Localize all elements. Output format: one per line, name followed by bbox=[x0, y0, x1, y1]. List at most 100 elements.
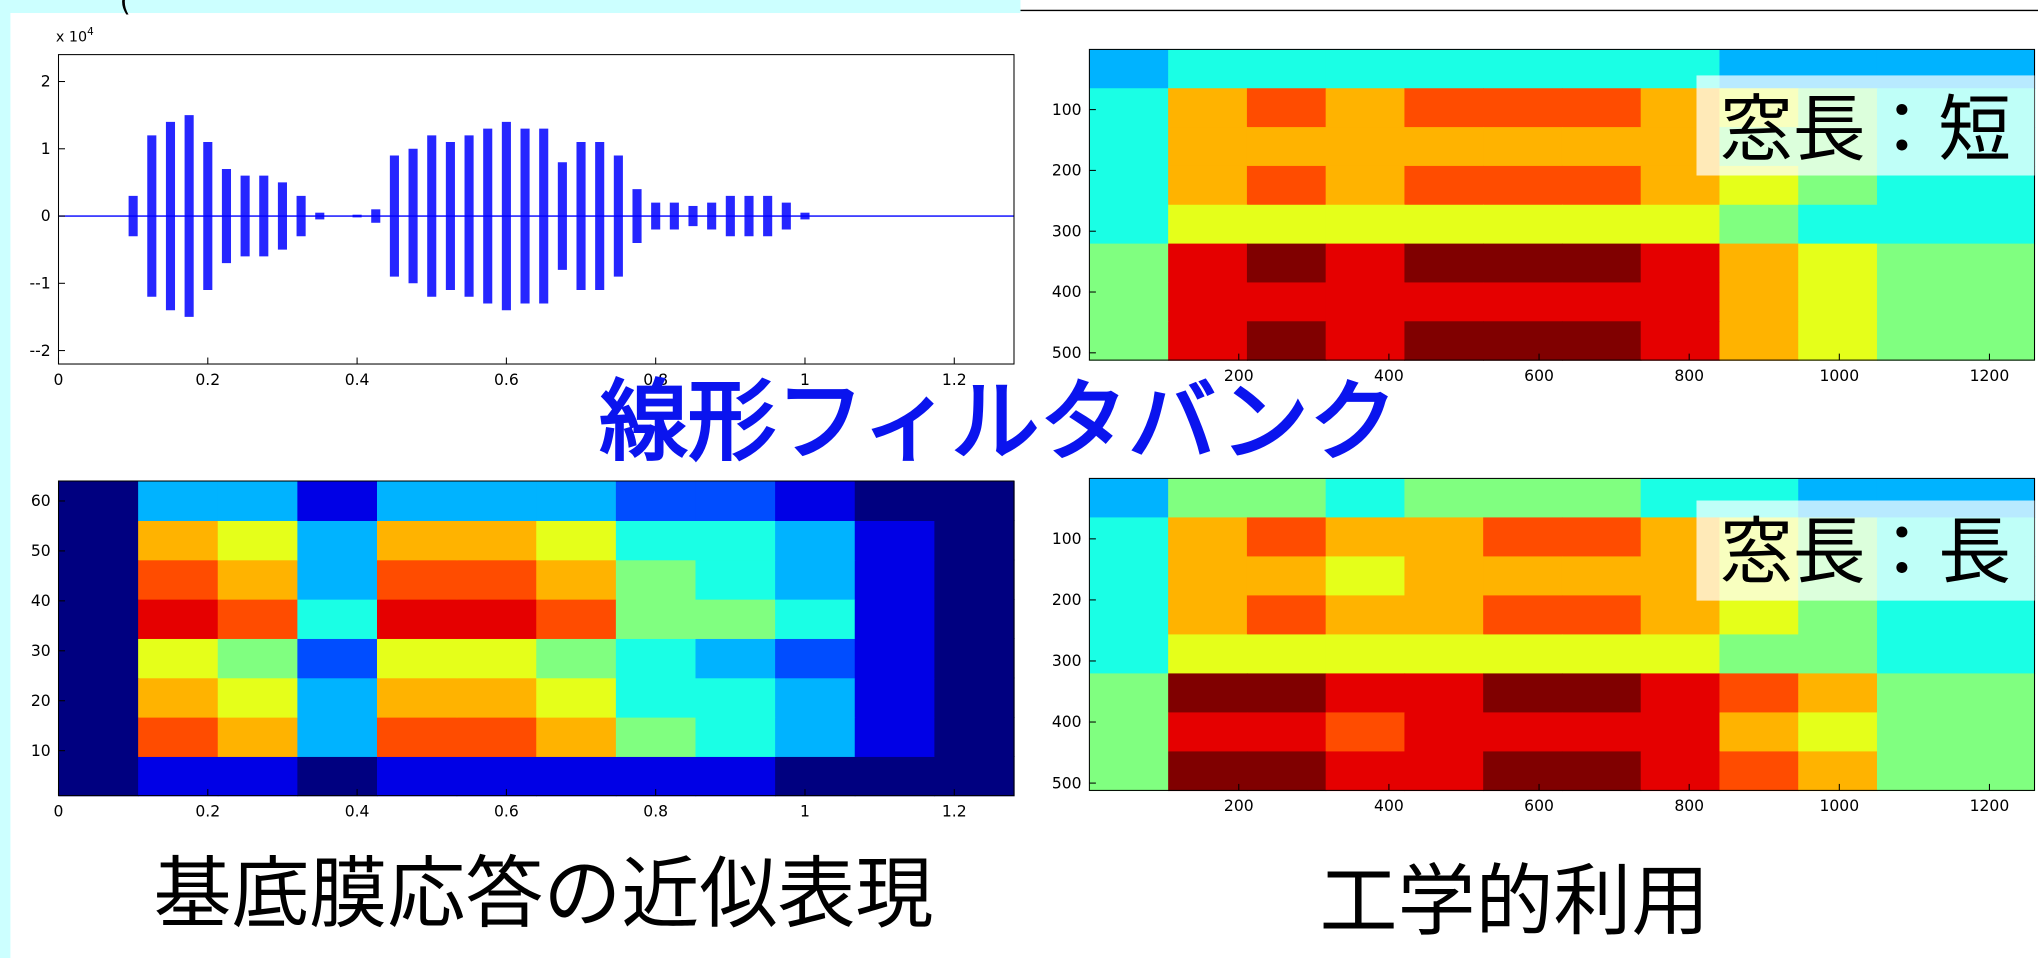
heatmap-cell bbox=[1876, 751, 1957, 792]
heatmap-cell bbox=[1798, 282, 1878, 322]
heatmap-cell bbox=[1325, 127, 1406, 167]
x-tick-label: 0.2 bbox=[195, 802, 220, 820]
heatmap-cell bbox=[217, 716, 299, 757]
heatmap-cell bbox=[1483, 751, 1563, 792]
heatmap-cell bbox=[934, 598, 1015, 639]
heatmap-cell bbox=[1089, 127, 1169, 167]
heatmap-cell bbox=[297, 677, 378, 718]
heatmap-cell bbox=[376, 559, 458, 600]
heatmap-cell bbox=[1483, 204, 1563, 245]
heatmap-cell bbox=[1640, 243, 1721, 284]
heatmap-cell bbox=[1089, 282, 1169, 322]
heatmap-cell bbox=[138, 756, 219, 797]
heatmap-cell bbox=[1246, 282, 1327, 322]
heatmap-cell bbox=[1955, 243, 2036, 284]
heatmap-cell bbox=[1404, 595, 1484, 636]
caption: 工学的利用 bbox=[1320, 857, 1710, 947]
heatmap-cell bbox=[1404, 712, 1484, 753]
heatmap-cell bbox=[775, 559, 856, 600]
heatmap-cell bbox=[1168, 204, 1248, 245]
heatmap-cell bbox=[1325, 673, 1406, 714]
heatmap-cell bbox=[1404, 49, 1484, 89]
heatmap-cell bbox=[456, 598, 537, 639]
heatmap-cell bbox=[1561, 478, 1642, 519]
heatmap-cell bbox=[1325, 517, 1406, 558]
heatmap-cell bbox=[615, 481, 697, 521]
y-tick-label: 100 bbox=[1052, 101, 1082, 119]
heatmap-cell bbox=[775, 481, 856, 521]
heatmap-cell bbox=[1246, 165, 1327, 206]
heatmap-cell bbox=[1483, 282, 1563, 322]
y-tick-label: --2 bbox=[30, 342, 51, 360]
heatmap-cell bbox=[1640, 634, 1721, 675]
heatmap-cell bbox=[1483, 127, 1563, 167]
y-tick-label: 0 bbox=[41, 207, 51, 225]
y-tick-label: 500 bbox=[1052, 344, 1082, 362]
heatmap-cell bbox=[1089, 478, 1169, 519]
heatmap-cell bbox=[775, 716, 856, 757]
heatmap-cell bbox=[297, 638, 378, 679]
x-tick-label: 0.8 bbox=[643, 371, 668, 389]
y-tick-label: 100 bbox=[1052, 530, 1082, 548]
heatmap-cell bbox=[1719, 673, 1799, 714]
heatmap-cell bbox=[376, 598, 458, 639]
heatmap-cell bbox=[934, 520, 1015, 561]
heatmap-cell bbox=[1404, 556, 1484, 597]
heatmap-cell bbox=[376, 481, 458, 521]
y-tick-label: 60 bbox=[31, 492, 51, 510]
x-tick-label: 1 bbox=[800, 802, 810, 820]
y-tick-label: 20 bbox=[31, 692, 51, 710]
heatmap-cell bbox=[1168, 595, 1248, 636]
heatmap-cell bbox=[1089, 88, 1169, 128]
y-multiplier-exponent: 4 bbox=[87, 26, 94, 38]
y-tick-label: 400 bbox=[1052, 283, 1082, 301]
heatmap-cell bbox=[1561, 712, 1642, 753]
heatmap-cell bbox=[1246, 673, 1327, 714]
plot-area bbox=[58, 54, 1014, 365]
heatmap-cell bbox=[1325, 712, 1406, 753]
heatmap-cell bbox=[1246, 517, 1327, 558]
heatmap-cell bbox=[1089, 556, 1169, 597]
heatmap-cell bbox=[217, 677, 299, 718]
heatmap-cell bbox=[536, 520, 617, 561]
heatmap-cell bbox=[1955, 595, 2036, 636]
heatmap-cell bbox=[1561, 88, 1642, 128]
x-tick-label: 0.2 bbox=[195, 371, 220, 389]
heatmap-cell bbox=[1955, 282, 2036, 322]
heatmap-cell bbox=[1483, 243, 1563, 284]
heatmap-cell bbox=[138, 598, 219, 639]
heatmap-cell bbox=[1719, 595, 1799, 636]
heatmap-cell bbox=[1325, 556, 1406, 597]
heatmap-cell bbox=[1798, 204, 1878, 245]
heatmap-cell bbox=[1719, 243, 1799, 284]
heatmap-cell bbox=[1719, 712, 1799, 753]
heatmap-cell bbox=[695, 481, 776, 521]
heatmap-cell bbox=[376, 638, 458, 679]
heatmap-cell bbox=[1955, 673, 2036, 714]
heatmap-cell bbox=[376, 677, 458, 718]
heatmap-cell bbox=[1640, 321, 1721, 361]
heatmap-cell bbox=[1483, 673, 1563, 714]
heatmap-cell bbox=[615, 716, 697, 757]
heatmap-cell bbox=[1955, 321, 2036, 361]
heatmap-cell bbox=[1876, 321, 1957, 361]
heatmap-cell bbox=[615, 520, 697, 561]
heatmap-cell bbox=[934, 638, 1015, 679]
heatmap-cell bbox=[1640, 595, 1721, 636]
heatmap-cell bbox=[934, 756, 1015, 797]
heatmap-cell bbox=[695, 716, 776, 757]
heatmap-cell bbox=[58, 520, 139, 561]
heatmap-cell bbox=[456, 677, 537, 718]
heatmap-cell bbox=[1404, 517, 1484, 558]
x-tick-label: 1000 bbox=[1819, 367, 1859, 385]
heatmap-cell bbox=[1640, 712, 1721, 753]
heatmap-cell bbox=[1404, 478, 1484, 519]
heatmap-cell bbox=[1246, 243, 1327, 284]
corner-text: ( bbox=[120, 0, 131, 17]
heatmap-cell bbox=[456, 756, 537, 797]
top-tab bbox=[0, 0, 1021, 14]
heatmap-cell bbox=[1168, 634, 1248, 675]
heatmap-cell bbox=[695, 638, 776, 679]
heatmap-cell bbox=[1561, 204, 1642, 245]
plot-frame bbox=[57, 480, 1015, 797]
